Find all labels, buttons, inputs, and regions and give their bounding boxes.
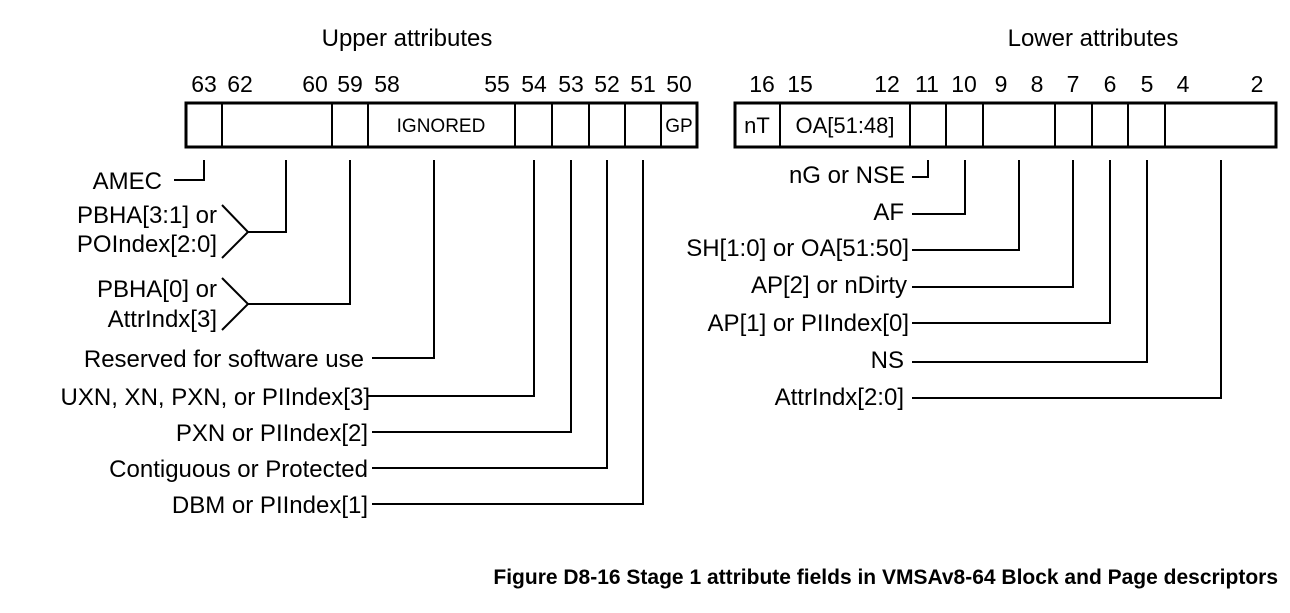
lower-bit-2: 2	[1251, 71, 1264, 97]
lower-bit-7: 7	[1067, 71, 1080, 97]
upper-bit-51: 51	[630, 71, 656, 97]
lower-leader-lines	[912, 160, 1221, 398]
lower-bit-11: 11	[915, 71, 939, 97]
field-dbm: DBM or PIIndex[1]	[172, 492, 368, 519]
lower-bit-5: 5	[1141, 71, 1154, 97]
lower-attributes-group: Lower attributes 16 15 12 11 10 9 8 7 6 …	[686, 25, 1276, 411]
field-contiguous: Contiguous or Protected	[109, 456, 368, 483]
upper-field-labels: AMEC PBHA[3:1] or POIndex[2:0] PBHA[0] o…	[61, 168, 370, 519]
field-reserved-software: Reserved for software use	[84, 346, 364, 373]
field-pbha-0: PBHA[0] or	[97, 276, 217, 303]
field-pbha-3-1: PBHA[3:1] or	[77, 202, 217, 229]
upper-bit-58: 58	[374, 71, 400, 97]
upper-register-box: IGNORED GP	[186, 103, 697, 147]
lower-attributes-title: Lower attributes	[1008, 25, 1179, 52]
lower-bit-numbers: 16 15 12 11 10 9 8 7 6 5 4 2	[749, 71, 1263, 97]
field-uxn-xn-pxn: UXN, XN, PXN, or PIIndex[3]	[61, 384, 370, 411]
upper-leader-lines	[174, 160, 643, 504]
upper-bit-59: 59	[337, 71, 363, 97]
lower-bit-4: 4	[1177, 71, 1190, 97]
field-pxn-piindex-2: PXN or PIIndex[2]	[176, 420, 368, 447]
gp-cell-label: GP	[665, 116, 692, 137]
lower-bit-9: 9	[995, 71, 1008, 97]
oa-cell-label: OA[51:48]	[795, 113, 894, 138]
upper-attributes-group: Upper attributes 63 62 60 59 58 55 54 53…	[61, 25, 697, 519]
upper-bit-numbers: 63 62 60 59 58 55 54 53 52 51 50	[191, 71, 692, 97]
field-ns: NS	[871, 347, 904, 374]
lower-bit-8: 8	[1031, 71, 1044, 97]
field-ap1-piindex0: AP[1] or PIIndex[0]	[708, 310, 909, 337]
upper-bit-53: 53	[558, 71, 584, 97]
lower-bit-15: 15	[787, 71, 813, 97]
lower-bit-12: 12	[874, 71, 900, 97]
upper-bit-63: 63	[191, 71, 217, 97]
field-attrindx-2-0: AttrIndx[2:0]	[775, 384, 904, 411]
upper-bit-54: 54	[521, 71, 547, 97]
field-ap2-ndirty: AP[2] or nDirty	[751, 272, 907, 299]
lower-bit-16: 16	[749, 71, 775, 97]
field-attrindx-3: AttrIndx[3]	[108, 306, 217, 333]
field-sh-oa: SH[1:0] or OA[51:50]	[686, 235, 909, 262]
upper-bit-60: 60	[302, 71, 328, 97]
field-af: AF	[873, 199, 904, 226]
lower-bit-10: 10	[951, 71, 977, 97]
field-poindex-2-0: POIndex[2:0]	[77, 231, 217, 258]
lower-register-box: nT OA[51:48]	[735, 103, 1276, 147]
upper-bit-62: 62	[227, 71, 253, 97]
upper-bit-50: 50	[666, 71, 692, 97]
figure-caption: Figure D8-16 Stage 1 attribute fields in…	[493, 566, 1278, 589]
lower-bit-6: 6	[1104, 71, 1117, 97]
nt-cell-label: nT	[744, 113, 770, 138]
field-ng-nse: nG or NSE	[789, 162, 905, 189]
field-amec: AMEC	[93, 168, 162, 195]
ignored-cell-label: IGNORED	[397, 116, 486, 137]
upper-bit-52: 52	[594, 71, 620, 97]
upper-attributes-title: Upper attributes	[322, 25, 493, 52]
lower-field-labels: nG or NSE AF SH[1:0] or OA[51:50] AP[2] …	[686, 162, 909, 411]
upper-bit-55: 55	[484, 71, 510, 97]
